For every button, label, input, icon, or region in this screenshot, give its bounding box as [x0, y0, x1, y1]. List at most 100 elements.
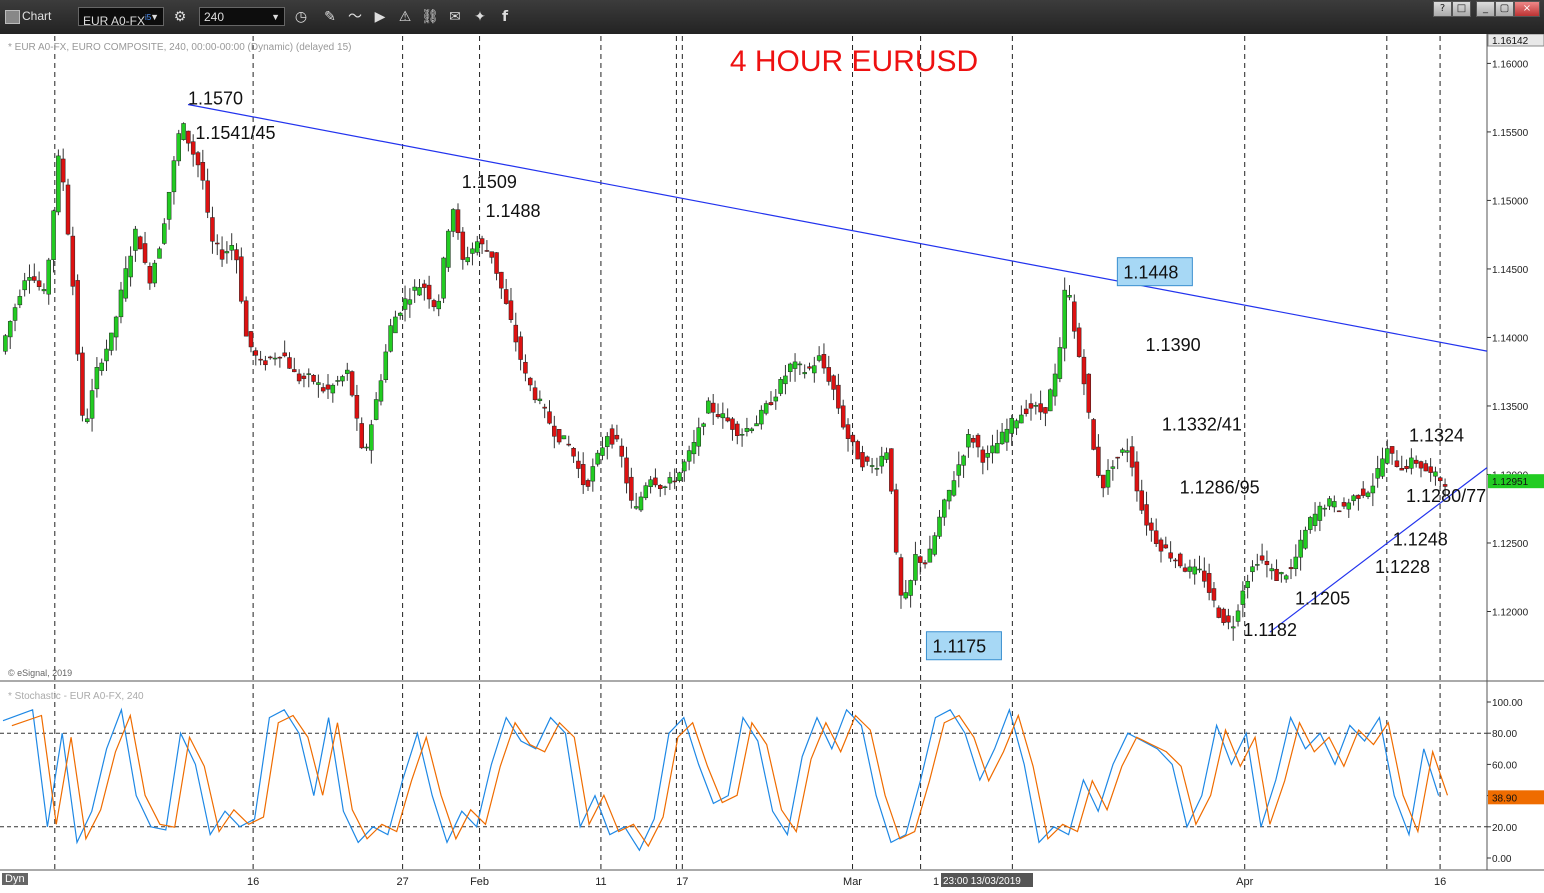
chart-title: 4 HOUR EURUSD [730, 45, 978, 78]
minimize-button[interactable]: _ [1476, 1, 1495, 17]
candle-body [436, 300, 442, 310]
price-tick-label: 1.14500 [1492, 265, 1529, 276]
candle-body [682, 461, 687, 472]
candle-body [1206, 573, 1212, 593]
chevron-down-icon[interactable]: ▼ [271, 12, 280, 22]
candle-body [7, 321, 13, 338]
candle-body [865, 456, 870, 462]
candle-body [903, 592, 909, 599]
candle-body [667, 477, 673, 484]
price-annotation: 1.1205 [1295, 589, 1350, 609]
candle-body [41, 289, 47, 292]
candle-body [653, 477, 658, 486]
trendline-uptrend [1269, 467, 1488, 633]
candle-body [330, 384, 336, 394]
candle-body [836, 384, 841, 409]
candle-body [1327, 498, 1332, 507]
dyn-label[interactable]: Dyn [2, 873, 28, 885]
candle-body [1293, 556, 1299, 570]
candle-body [349, 371, 355, 396]
candle-body [783, 375, 788, 385]
candle-body [1062, 289, 1067, 349]
top-price-tag: 1.16142 [1492, 36, 1529, 47]
candle-body [123, 268, 129, 299]
candle-body [1009, 418, 1014, 434]
candle-body [1413, 459, 1419, 464]
candle-body [662, 486, 668, 488]
candle-body [869, 465, 875, 467]
candle-body [633, 506, 639, 509]
candle-body [1033, 405, 1039, 407]
clock-icon[interactable]: ◷ [294, 9, 308, 25]
candle-body [571, 447, 576, 457]
comment-icon[interactable]: ✉ [449, 9, 461, 25]
line-chart-icon[interactable]: 〜 [348, 9, 362, 25]
restore-small-button[interactable]: □ [1452, 1, 1471, 17]
candle-body [1110, 466, 1116, 469]
alert-icon[interactable]: ⚠ [398, 9, 412, 25]
candle-body [1019, 414, 1024, 424]
candle-body [181, 123, 186, 140]
candle-body [773, 396, 779, 402]
price-highlight-box [925, 631, 1002, 661]
candle-body [556, 429, 562, 443]
candle-body [229, 245, 234, 251]
chart-background [0, 34, 1544, 893]
candle-body [3, 335, 8, 352]
candle-body [94, 367, 100, 390]
pencil-icon[interactable]: ✎ [324, 9, 336, 25]
candle-body [441, 257, 446, 299]
candle-body [691, 442, 697, 455]
candle-body [1023, 408, 1029, 414]
maximize-button[interactable]: ▢ [1495, 1, 1514, 17]
chart-area[interactable]: * EUR A0-FX, EURO COMPOSITE, 240, 00:00-… [0, 34, 1544, 893]
candle-body [1100, 474, 1106, 489]
candle-body [706, 400, 711, 414]
candle-body [566, 443, 572, 446]
price-annotation: 1.1332/41 [1162, 415, 1242, 435]
candle-body [840, 405, 846, 428]
candle-body [605, 436, 610, 448]
price-tick-label: 1.14000 [1492, 333, 1529, 344]
candle-body [917, 556, 923, 563]
candle-body [1380, 458, 1385, 477]
candle-body [1163, 544, 1169, 549]
help-button[interactable]: ? [1433, 1, 1452, 17]
stoch-value-tag: 38.90 [1492, 793, 1517, 804]
price-annotation: 1.1541/45 [195, 123, 275, 143]
candle-body [393, 316, 398, 334]
candle-body [629, 476, 634, 501]
price-annotation: 1.1182 [1243, 620, 1297, 640]
link-icon[interactable]: ⛓ [421, 9, 439, 25]
candle-body [258, 358, 263, 361]
candle-body [1341, 502, 1347, 507]
candle-body [1158, 539, 1164, 552]
price-tick-label: 1.16000 [1492, 59, 1529, 70]
candle-body [1288, 567, 1294, 570]
candle-body [27, 277, 32, 281]
settings-gear-icon[interactable]: ⚙ [173, 9, 187, 25]
candle-body [104, 348, 109, 362]
candle-body [585, 480, 591, 487]
twitter-icon[interactable]: ✦ [474, 9, 486, 25]
crosshair-time-label: 23:00 13/03/2019 [943, 876, 1021, 887]
candle-body [1250, 566, 1255, 573]
symbol-input[interactable]: EUR A0-FXi5 ▼ [78, 7, 164, 28]
close-button[interactable]: × [1514, 1, 1540, 17]
candle-body [908, 580, 913, 596]
candle-body [378, 380, 384, 402]
candle-body [552, 425, 557, 437]
play-icon[interactable]: ▶ [374, 9, 386, 25]
chart-svg[interactable]: * EUR A0-FX, EURO COMPOSITE, 240, 00:00-… [0, 34, 1544, 893]
candle-body [85, 418, 90, 422]
candle-body [715, 414, 721, 418]
candle-body [219, 249, 225, 260]
candle-body [1221, 608, 1226, 623]
facebook-icon[interactable]: f [501, 9, 509, 25]
candle-body [672, 480, 677, 483]
candle-body [821, 354, 827, 369]
candle-body [1014, 420, 1019, 429]
chevron-down-icon[interactable]: ▼ [150, 12, 159, 22]
candle-body [1076, 327, 1082, 357]
interval-input[interactable]: 240 ▼ [199, 7, 285, 26]
